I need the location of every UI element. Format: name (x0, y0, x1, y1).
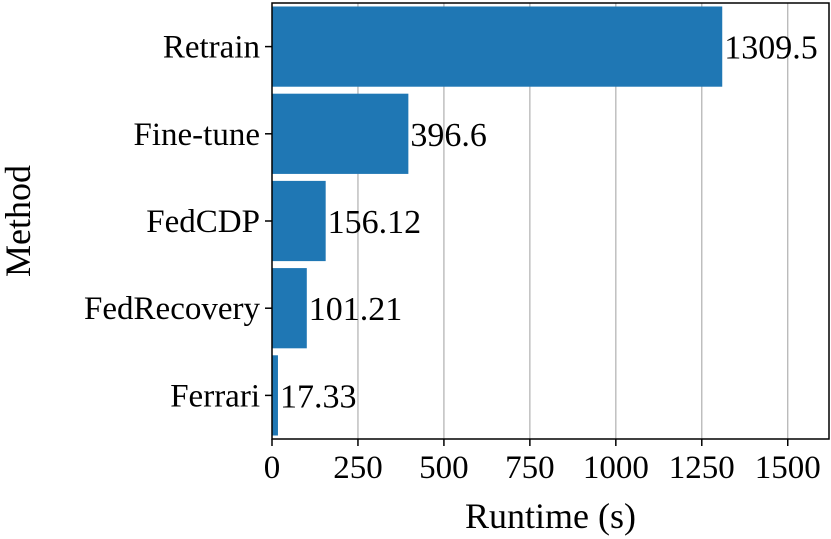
x-tick-label: 750 (505, 450, 555, 486)
category-label: Ferrari (170, 378, 260, 414)
bar-value-label: 1309.5 (724, 30, 818, 67)
x-tick-label: 0 (264, 450, 281, 486)
x-tick-label: 500 (419, 450, 469, 486)
x-axis-ticks: 0 250 500 750 1000 1250 1500 (264, 439, 821, 486)
category-label: FedRecovery (84, 291, 260, 327)
bar-fedrecovery (272, 268, 307, 349)
x-axis-title: Runtime (s) (465, 496, 636, 536)
bar-value-label: 101.21 (309, 291, 403, 328)
category-label: Fine-tune (134, 117, 260, 153)
category-label: FedCDP (146, 204, 260, 240)
bar-fine-tune (272, 93, 409, 174)
y-axis-ticks: Retrain Fine-tune FedCDP FedRecovery Ferrari (84, 30, 272, 414)
bar-value-label: 396.6 (410, 117, 487, 154)
bar-value-label: 156.12 (328, 204, 422, 241)
x-tick-label: 1500 (755, 450, 821, 486)
x-tick-label: 1000 (583, 450, 649, 486)
data-labels: 1309.5 396.6 156.12 101.21 17.33 (280, 30, 818, 416)
x-tick-label: 1250 (669, 450, 735, 486)
bar-retrain (272, 6, 723, 87)
x-tick-label: 250 (333, 450, 383, 486)
bar-fedcdp (272, 180, 326, 262)
category-label: Retrain (163, 30, 260, 66)
bars (272, 6, 723, 436)
bar-value-label: 17.33 (280, 378, 357, 415)
bar-ferrari (272, 355, 278, 436)
y-axis-title: Method (0, 165, 38, 277)
